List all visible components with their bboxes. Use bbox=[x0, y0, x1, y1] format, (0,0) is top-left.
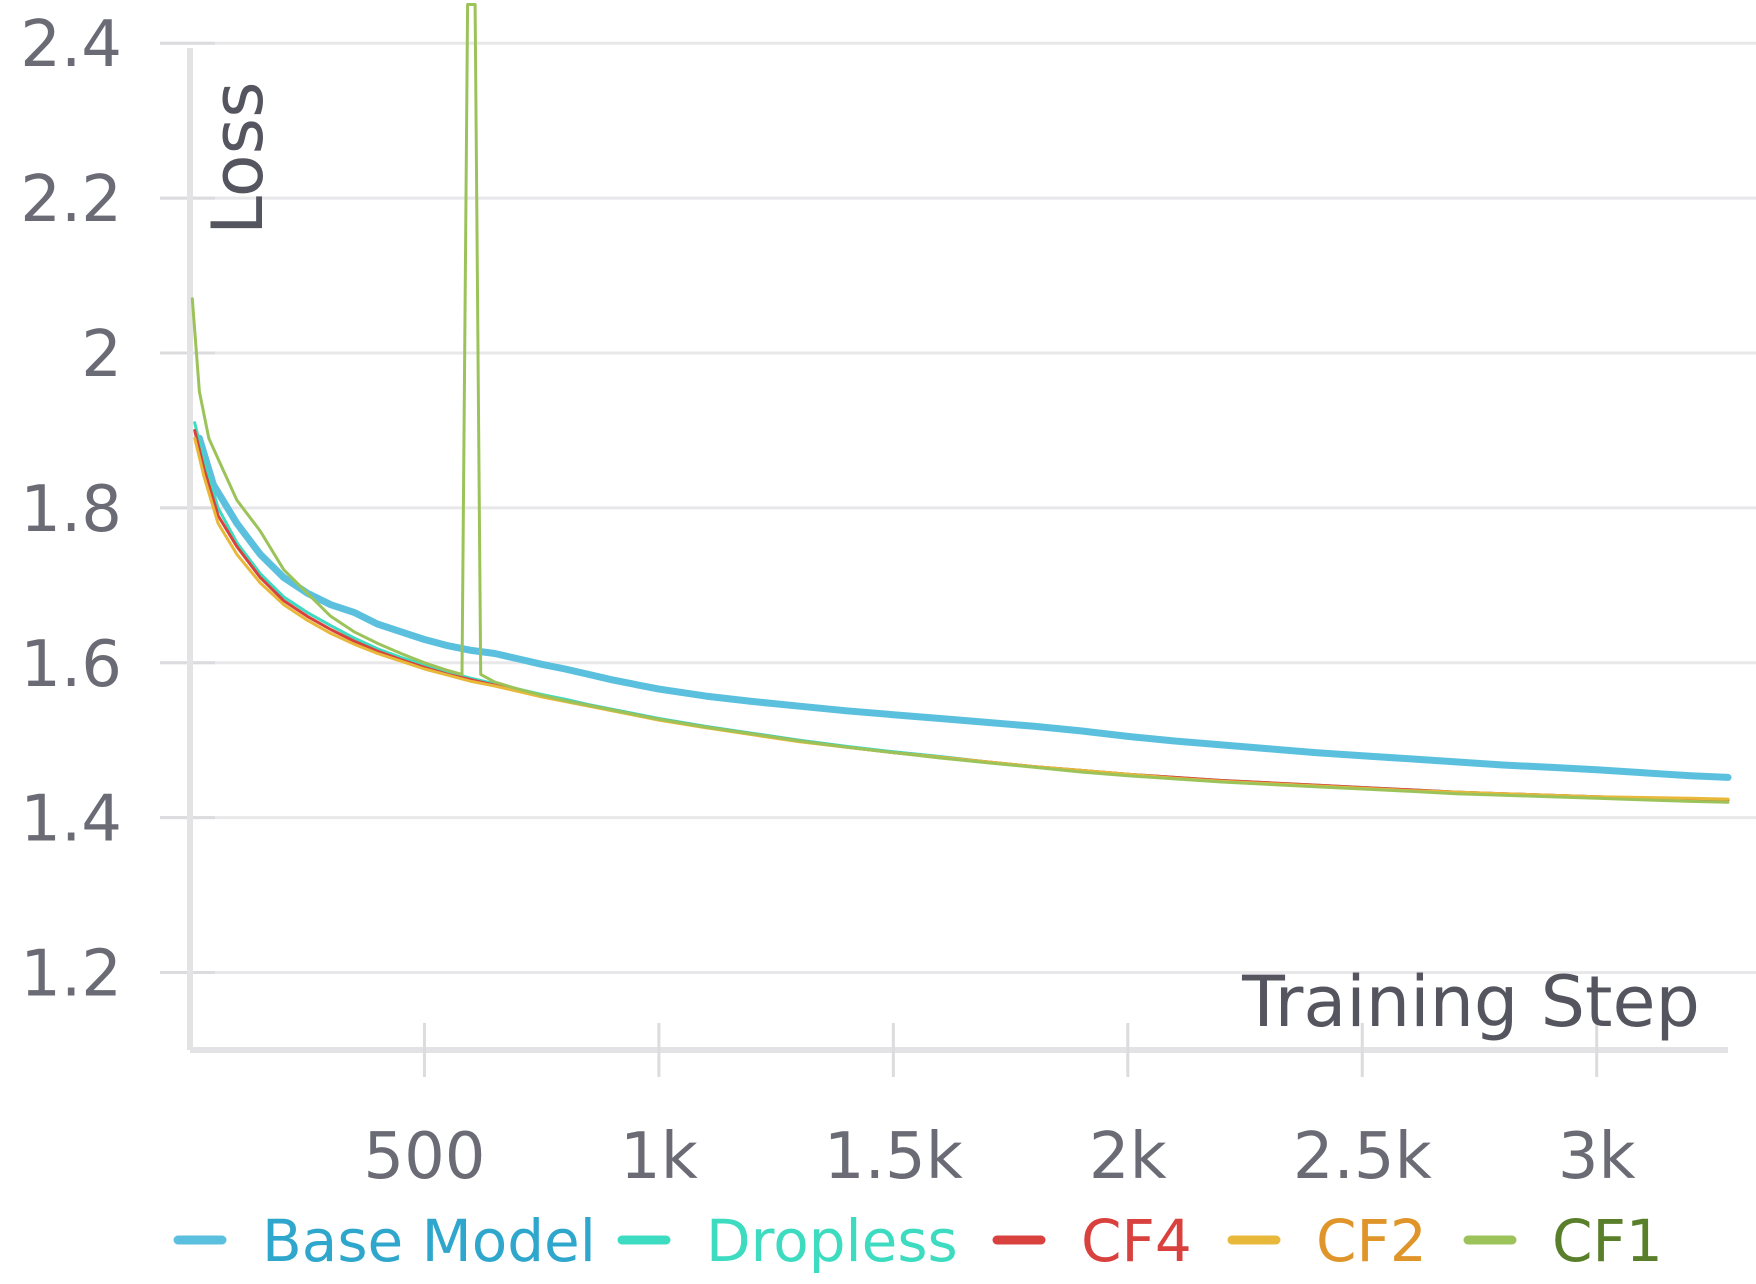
tick-labels: 1.2 1.4 1.6 1.8 2 2.2 2.4 500 1k 1.5k 2k 2.5k 3k bbox=[20, 8, 1635, 1194]
series-line-cf2 bbox=[193, 436, 1730, 801]
legend: Base Model Dropless CF4 CF2 CF1 bbox=[173, 1207, 1663, 1275]
series-line-cf4 bbox=[193, 429, 1730, 802]
x-tick-label: 1.5k bbox=[824, 1120, 963, 1194]
series-line-dropless bbox=[193, 421, 1730, 802]
y-tick-label: 2.4 bbox=[20, 8, 122, 82]
y-tick-label: 2.2 bbox=[20, 163, 122, 237]
x-tick-label: 2.5k bbox=[1293, 1120, 1432, 1194]
axes bbox=[160, 41, 1728, 1077]
series-line-base-model bbox=[195, 434, 1732, 781]
series-line-cf1 bbox=[190, 3, 1730, 804]
series-layer bbox=[190, 3, 1732, 804]
x-axis-title: Training Step bbox=[1241, 961, 1700, 1043]
legend-label-base-model: Base Model bbox=[262, 1207, 596, 1275]
legend-label-cf4: CF4 bbox=[1081, 1207, 1192, 1275]
gridlines bbox=[160, 41, 1756, 975]
y-tick-label: 2 bbox=[81, 318, 122, 392]
y-axis-title: Loss bbox=[197, 81, 279, 235]
x-tick-label: 1k bbox=[620, 1120, 698, 1194]
x-tick-label: 2k bbox=[1089, 1120, 1167, 1194]
y-tick-label: 1.8 bbox=[20, 473, 122, 547]
y-tick-label: 1.4 bbox=[20, 783, 122, 857]
y-tick-label: 1.2 bbox=[20, 938, 122, 1012]
x-tick-label: 500 bbox=[363, 1120, 485, 1194]
legend-label-cf1: CF1 bbox=[1552, 1207, 1663, 1275]
legend-label-dropless: Dropless bbox=[706, 1207, 958, 1275]
x-tick-label: 3k bbox=[1558, 1120, 1636, 1194]
legend-label-cf2: CF2 bbox=[1316, 1207, 1427, 1275]
y-tick-label: 1.6 bbox=[20, 628, 122, 702]
